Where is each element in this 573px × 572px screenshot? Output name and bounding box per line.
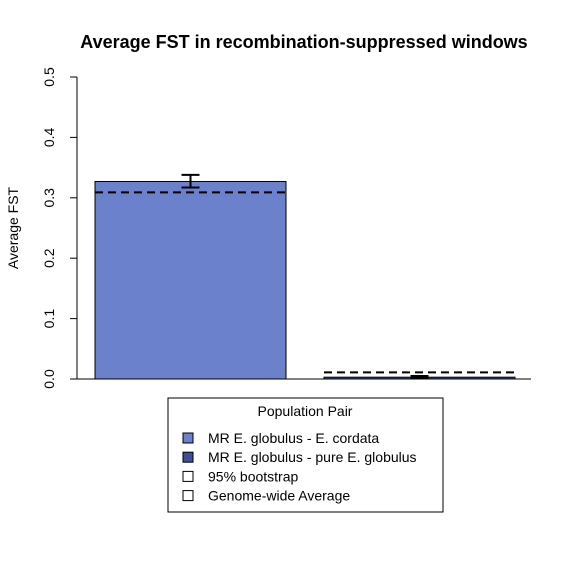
legend-entry-label: MR E. globulus - pure E. globulus: [208, 449, 417, 465]
legend-swatch: [182, 470, 194, 482]
y-tick-label: 0.4: [41, 127, 57, 147]
legend-box: [167, 397, 444, 513]
legend-entry-label: 95% bootstrap: [208, 468, 298, 484]
bar: [94, 180, 287, 380]
legend: Population Pair MR E. globulus - E. cord…: [167, 397, 444, 513]
legend-swatch: [182, 432, 194, 444]
genome-wide-average-lines: [95, 191, 515, 374]
legend-title: Population Pair: [258, 403, 353, 419]
legend-entry-label: Genome-wide Average: [208, 488, 350, 504]
error-bar: [410, 374, 429, 379]
y-tick-label: 0.3: [41, 188, 57, 208]
y-axis-label: Average FST: [5, 186, 21, 269]
legend-swatch: [182, 490, 194, 502]
y-tick-label: 0.5: [41, 67, 57, 87]
y-axis: 0.0 0.1 0.2 0.3 0.4 0.5: [41, 67, 78, 389]
legend-swatch: [182, 451, 194, 463]
legend-entries: MR E. globulus - E. cordata MR E. globulu…: [182, 430, 417, 504]
bootstrap-error-bars: [181, 173, 429, 379]
y-tick-label: 0.1: [41, 309, 57, 329]
y-tick-label: 0.0: [41, 369, 57, 389]
legend-entry-label: MR E. globulus - E. cordata: [208, 430, 379, 446]
error-bar: [181, 173, 200, 189]
chart-title: Average FST in recombination-suppressed …: [80, 32, 527, 52]
y-tick-label: 0.2: [41, 248, 57, 268]
